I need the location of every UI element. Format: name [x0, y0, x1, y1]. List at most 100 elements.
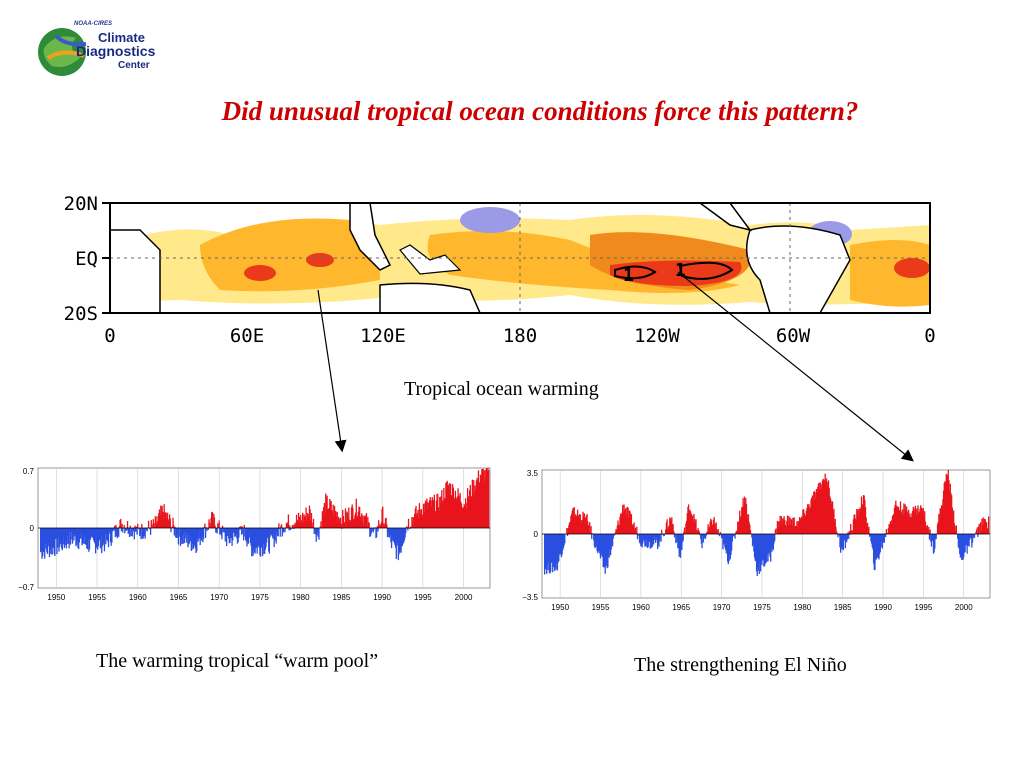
- anomaly-bar: [111, 528, 113, 543]
- anomaly-bar: [342, 516, 345, 528]
- anomaly-bar: [681, 534, 683, 550]
- anomaly-bar: [720, 534, 722, 535]
- anomaly-bar: [678, 534, 680, 557]
- anomaly-bar: [81, 528, 83, 546]
- logo-line1: Climate: [98, 30, 145, 45]
- anomaly-bar: [93, 528, 95, 542]
- anomaly-bar: [605, 534, 608, 563]
- anomaly-bar: [333, 505, 336, 528]
- lat-axis: 20N EQ 20S: [64, 193, 110, 325]
- anomaly-bar: [975, 532, 977, 534]
- anomaly-bar: [894, 504, 896, 534]
- anomaly-bar: [746, 514, 748, 534]
- anomaly-bar: [471, 496, 473, 528]
- anomaly-bar: [109, 528, 111, 532]
- anomaly-bar: [761, 534, 763, 566]
- anomaly-bar: [82, 528, 84, 544]
- anomaly-bar: [73, 528, 76, 534]
- logo-line3: Center: [118, 60, 150, 71]
- anomaly-bar: [686, 513, 688, 534]
- anomaly-bar: [928, 534, 931, 540]
- anomaly-bar: [401, 528, 403, 547]
- anomaly-bar: [919, 508, 921, 534]
- anomaly-bar: [797, 521, 799, 534]
- anomaly-bar: [199, 528, 201, 546]
- anomaly-bar: [423, 503, 425, 528]
- anomaly-bar: [80, 528, 83, 534]
- anomaly-bar: [752, 534, 754, 545]
- ts1-bars: [40, 468, 490, 561]
- anomaly-bar: [324, 512, 326, 528]
- anomaly-bar: [63, 528, 66, 548]
- anomaly-bar: [770, 534, 772, 562]
- anomaly-bar: [933, 534, 935, 553]
- anomaly-bar: [475, 490, 477, 528]
- anomaly-bar: [417, 509, 419, 528]
- anomaly-bar: [608, 534, 610, 558]
- anomaly-bar: [58, 528, 60, 552]
- anomaly-bar: [167, 519, 169, 528]
- anomaly-bar: [91, 528, 93, 537]
- anomaly-bar: [570, 514, 573, 534]
- anomaly-bar: [665, 529, 667, 534]
- anomaly-bar: [613, 534, 616, 536]
- anomaly-bar: [188, 528, 190, 544]
- anomaly-bar: [44, 528, 46, 559]
- anomaly-bar: [747, 518, 749, 534]
- land-australia: [379, 282, 481, 313]
- anomaly-bar: [46, 528, 48, 552]
- anomaly-bar: [831, 501, 833, 534]
- anomaly-bar: [856, 509, 859, 534]
- anomaly-bar: [798, 521, 800, 534]
- anomaly-bar: [302, 521, 304, 528]
- anomaly-bar: [232, 528, 234, 541]
- anomaly-bar: [865, 517, 867, 534]
- anomaly-bar: [918, 514, 920, 534]
- anomaly-bar: [115, 524, 117, 528]
- anomaly-bar: [745, 498, 747, 534]
- anomaly-bar: [580, 520, 582, 534]
- anomaly-bar: [975, 529, 978, 534]
- anomaly-bar: [905, 509, 907, 534]
- anomaly-bar: [356, 516, 359, 528]
- anomaly-bar: [942, 499, 944, 534]
- anomaly-bar: [319, 526, 321, 528]
- anomaly-bar: [781, 523, 783, 534]
- anomaly-bar: [946, 474, 948, 534]
- x-tick-label: 1990: [874, 603, 892, 612]
- anomaly-bar: [221, 525, 224, 528]
- anomaly-bar: [220, 528, 222, 536]
- anomaly-bar: [287, 522, 289, 528]
- anomaly-bar: [259, 528, 262, 557]
- anomaly-bar: [323, 502, 326, 528]
- anomaly-bar: [775, 528, 777, 534]
- anomaly-bar: [829, 498, 832, 534]
- anomaly-bar: [683, 527, 686, 534]
- anomaly-bar: [795, 526, 797, 534]
- anomaly-bar: [811, 495, 814, 534]
- anomaly-bar: [101, 528, 104, 547]
- anomaly-bar: [893, 513, 895, 534]
- x-tick-label: 1965: [170, 593, 188, 602]
- anomaly-bar: [622, 511, 625, 534]
- anomaly-bar: [485, 478, 487, 528]
- anomaly-bar: [880, 534, 882, 548]
- anomaly-bar: [152, 519, 154, 528]
- anomaly-bar: [149, 528, 151, 530]
- anomaly-bar: [788, 523, 791, 534]
- anomaly-bar: [619, 516, 621, 534]
- anomaly-bar: [897, 507, 899, 534]
- anomaly-bar: [546, 534, 548, 574]
- anomaly-bar: [938, 519, 941, 534]
- anomaly-bar: [113, 528, 115, 531]
- anomaly-bar: [907, 509, 910, 534]
- anomaly-bar: [376, 526, 378, 528]
- anomaly-bar: [827, 480, 830, 534]
- anomaly-bar: [965, 534, 968, 544]
- anomaly-bar: [198, 528, 200, 539]
- lat-label-20s: 20S: [64, 303, 98, 325]
- anomaly-bar: [851, 530, 853, 534]
- anomaly-bar: [803, 509, 805, 534]
- anomaly-bar: [173, 528, 176, 536]
- anomaly-bar: [190, 528, 192, 542]
